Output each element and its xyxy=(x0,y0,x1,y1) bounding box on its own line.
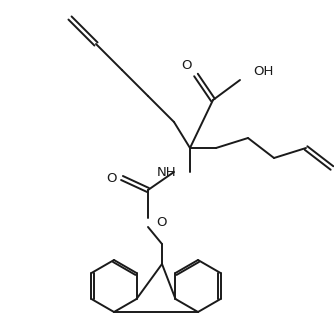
Text: O: O xyxy=(107,172,117,184)
Text: NH: NH xyxy=(156,166,176,178)
Text: O: O xyxy=(181,59,192,72)
Text: O: O xyxy=(156,216,167,230)
Text: OH: OH xyxy=(253,65,273,78)
